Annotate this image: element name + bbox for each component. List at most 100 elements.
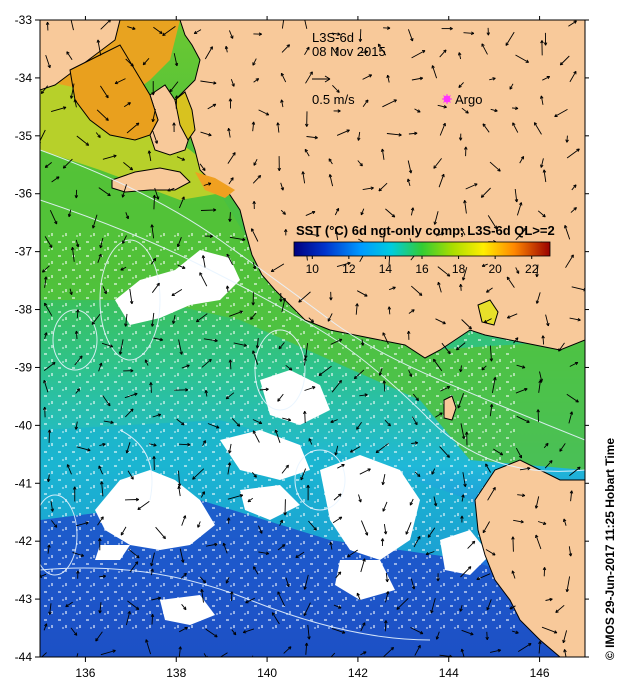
current-vector-head [355,303,359,307]
current-vector-head [145,639,149,643]
current-vector [411,442,418,444]
current-vector-head [573,184,577,188]
current-vector-head [520,156,525,160]
current-vector [330,652,336,657]
current-vector [175,95,178,109]
current-vector [435,232,445,237]
current-vector [99,602,102,614]
current-vector [427,527,436,538]
current-vector-head [215,425,220,429]
current-vector [330,542,333,550]
current-vector-head [52,361,56,366]
current-vector [489,404,493,417]
current-vector [125,313,128,327]
current-vector-head [183,572,187,577]
current-vector [362,99,369,108]
current-vector [49,603,52,615]
current-vector-head [378,372,383,376]
current-vector [558,342,565,352]
current-vector-head [337,571,342,575]
current-vector [114,78,126,85]
current-vector [101,481,104,497]
current-vector [152,413,161,418]
current-vector-head [405,531,409,535]
current-vector [460,284,462,291]
current-vector [559,55,570,66]
current-vector [200,491,205,498]
current-vector [308,520,317,531]
current-vector-head [549,597,553,602]
current-vector [75,330,78,340]
current-vector-head [521,493,526,498]
current-vector-head [555,609,559,613]
current-vector-head [102,574,107,579]
current-vector-head [382,380,386,384]
current-vector-head [38,657,41,660]
current-vector [76,309,79,319]
current-vector [359,468,371,475]
current-vector-head [76,309,80,313]
current-vector [98,362,102,372]
current-vector [515,388,528,394]
current-vector [102,395,111,407]
current-vector-head [408,373,413,377]
current-vector-head [251,662,254,665]
current-vector-head [482,123,486,127]
current-vector-head [362,558,366,562]
current-vector [357,160,363,167]
current-vector [229,212,231,222]
current-vector [41,652,47,657]
current-vector [225,577,230,584]
current-vector-head [301,171,305,175]
current-vector [282,417,291,421]
current-vector-head [569,411,574,415]
current-vector-head [485,463,489,467]
current-vector [542,76,550,81]
current-vector-head [509,606,513,610]
current-vector-head [303,14,306,17]
current-vector-head [67,213,72,218]
current-vector-head [213,81,217,85]
current-vector-head [209,46,213,50]
colorbar-title: SST (°C) 6d ngt-only comp, L3S-6d QL>=2 [296,223,555,238]
current-vector-head [440,232,445,236]
current-vector-head [460,227,464,232]
current-vector-head [380,148,385,152]
current-vector-head [99,481,104,485]
current-vector [251,228,259,242]
current-vector-head [125,450,130,454]
current-vector [378,182,388,192]
current-vector [412,393,419,401]
current-vector-head [308,438,312,442]
lat-tick-label: -37 [15,245,33,259]
current-vector-head [458,84,462,89]
current-vector-head [328,158,332,162]
current-vector [102,155,117,160]
current-vector [151,282,160,293]
current-vector [43,362,56,371]
current-vector [411,285,423,296]
current-vector-head [509,86,513,90]
current-vector-head [183,606,187,611]
current-vector [150,552,155,567]
current-vector-head [44,332,48,336]
current-vector [462,266,468,281]
current-vector [358,494,362,503]
current-vector [279,519,283,526]
current-vector-head [288,367,293,371]
current-vector-head [460,515,464,519]
current-vector [559,443,566,452]
current-vector-head [539,95,544,99]
current-vector-head [42,406,47,410]
current-vector [150,258,157,265]
current-vector-head [494,108,498,113]
current-vector [463,32,474,34]
current-vector [229,310,243,317]
current-vector [486,599,492,611]
current-vector [152,108,156,122]
current-vector [383,380,386,392]
current-vector-head [303,357,307,361]
current-vector-head [511,536,515,540]
current-vector-head [75,243,80,248]
current-vector [566,576,571,592]
